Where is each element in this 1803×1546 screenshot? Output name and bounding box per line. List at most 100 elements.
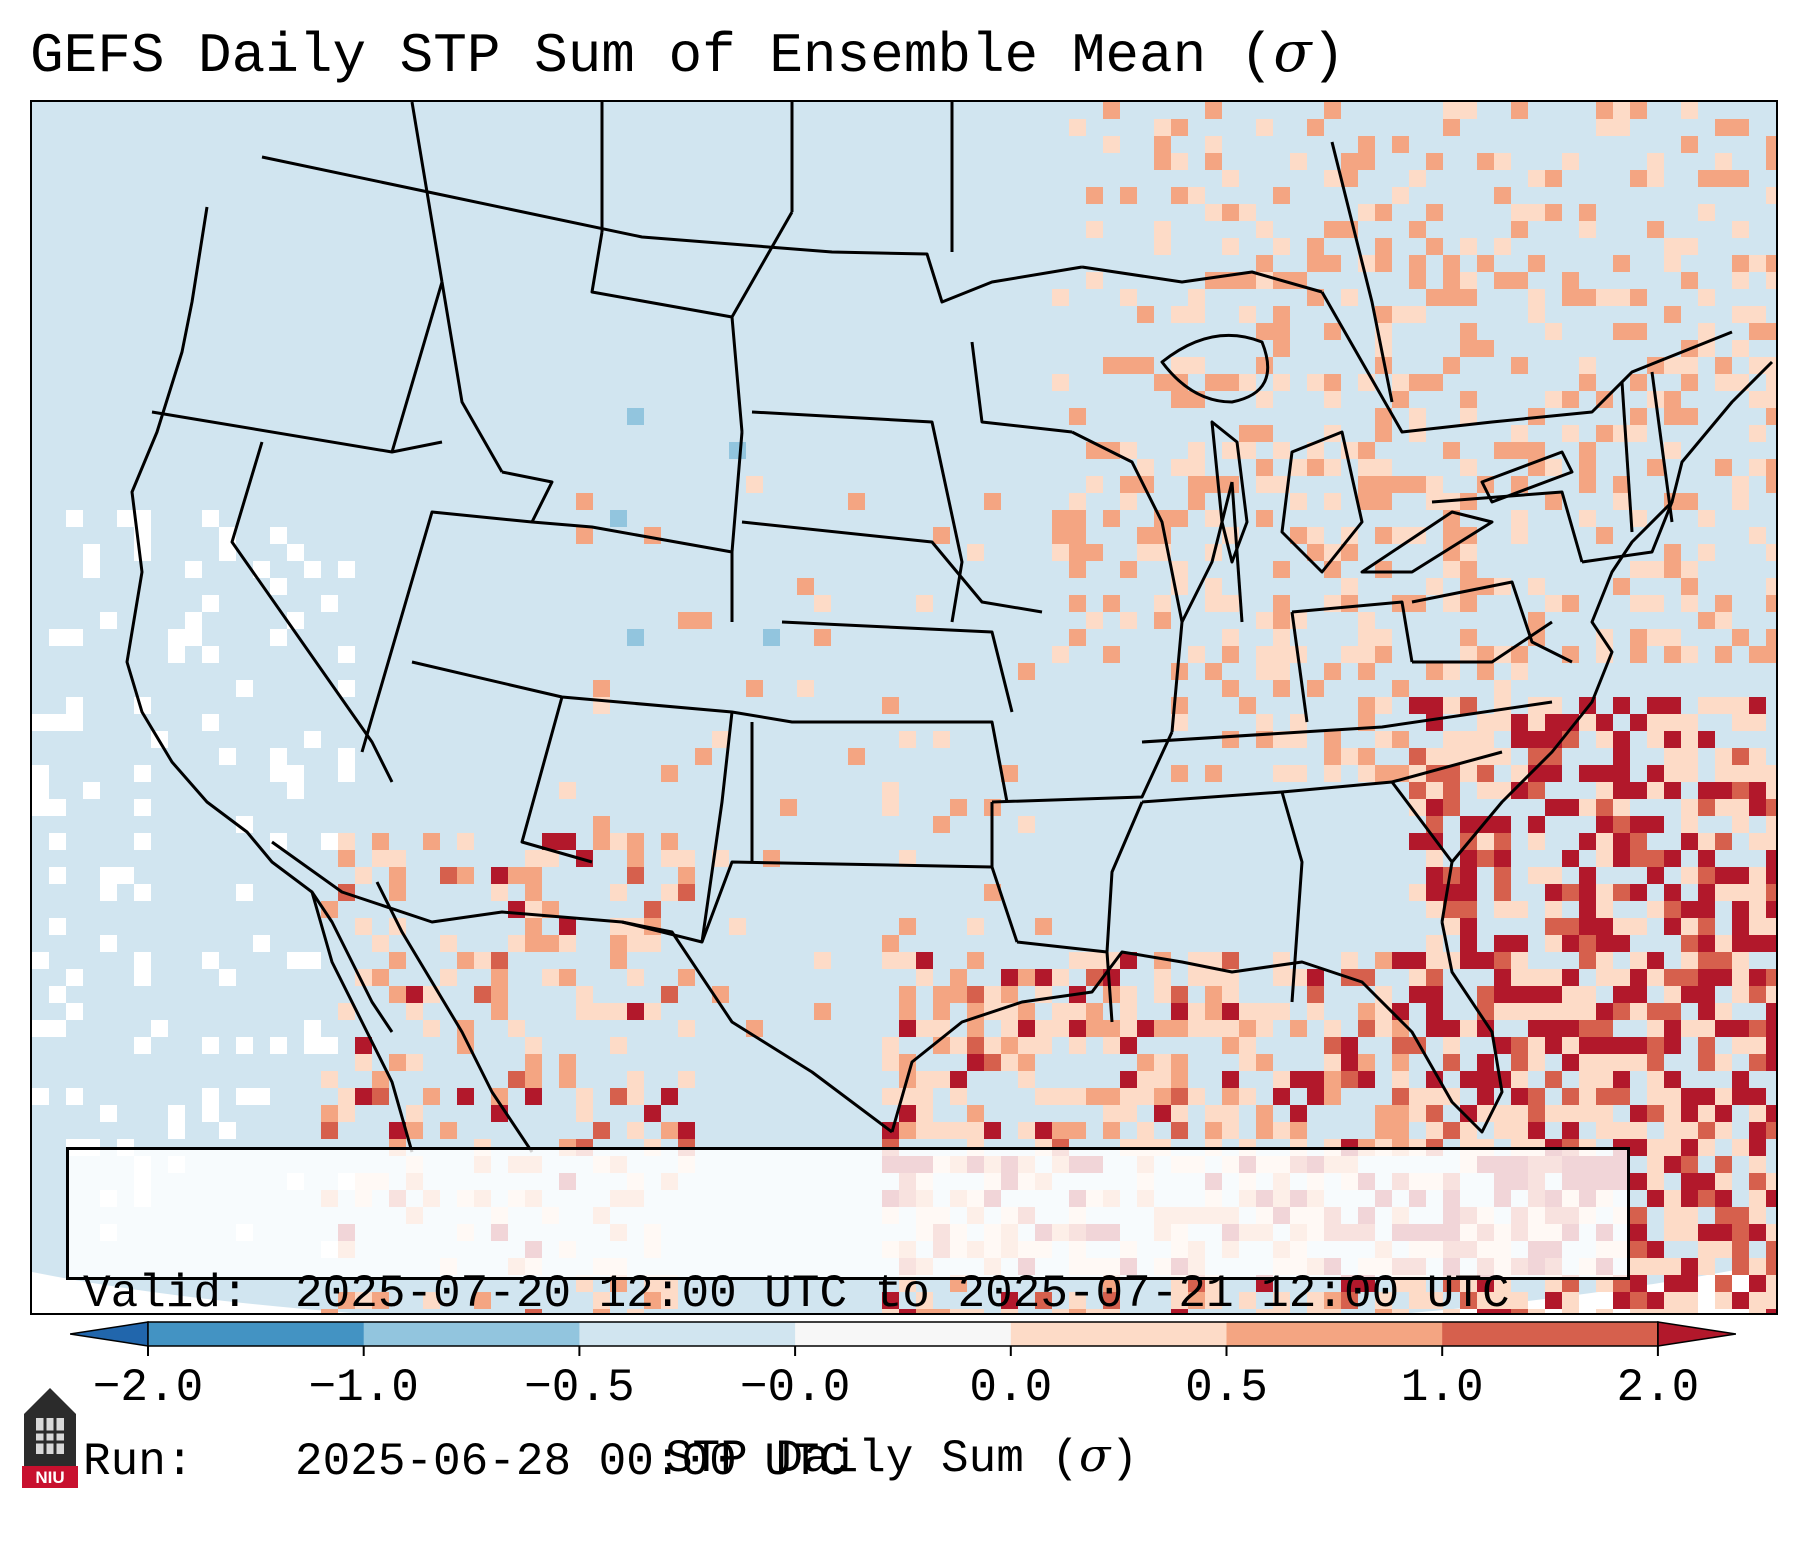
- anomaly-cell: [627, 935, 644, 952]
- colorbar-tick-label: 0.5: [1185, 1362, 1268, 1414]
- anomaly-cell: [236, 1037, 253, 1054]
- anomaly-cell: [729, 442, 746, 459]
- anomaly-cell: [1698, 935, 1715, 952]
- anomaly-cell: [1035, 969, 1052, 986]
- anomaly-cell: [1579, 1003, 1596, 1020]
- anomaly-cell: [1732, 340, 1749, 357]
- anomaly-cell: [1290, 1105, 1307, 1122]
- anomaly-cell: [1698, 510, 1715, 527]
- anomaly-cell: [1222, 952, 1239, 969]
- anomaly-cell: [559, 1071, 576, 1088]
- anomaly-cell: [1715, 1292, 1732, 1309]
- anomaly-cell: [1749, 459, 1766, 476]
- anomaly-cell: [1069, 493, 1086, 510]
- anomaly-cell: [1511, 1122, 1528, 1139]
- anomaly-cell: [1596, 119, 1613, 136]
- anomaly-cell: [950, 1309, 967, 1313]
- anomaly-cell: [1460, 408, 1477, 425]
- anomaly-cell: [1460, 765, 1477, 782]
- anomaly-cell: [1766, 459, 1776, 476]
- anomaly-cell: [202, 1037, 219, 1054]
- anomaly-cell: [1596, 527, 1613, 544]
- anomaly-cell: [338, 1292, 355, 1309]
- anomaly-cell: [1239, 697, 1256, 714]
- anomaly-cell: [1324, 1088, 1341, 1105]
- anomaly-cell: [1358, 442, 1375, 459]
- anomaly-cell: [508, 1071, 525, 1088]
- anomaly-cell: [1375, 1105, 1392, 1122]
- anomaly-cell: [1766, 1258, 1776, 1275]
- anomaly-cell: [1579, 1071, 1596, 1088]
- anomaly-cell: [1732, 493, 1749, 510]
- anomaly-cell: [1358, 697, 1375, 714]
- anomaly-cell: [1171, 357, 1188, 374]
- anomaly-cell: [1494, 1122, 1511, 1139]
- anomaly-cell: [1664, 1258, 1681, 1275]
- anomaly-cell: [1205, 952, 1222, 969]
- anomaly-cell: [1205, 595, 1222, 612]
- anomaly-cell: [49, 867, 66, 884]
- anomaly-cell: [1256, 612, 1273, 629]
- anomaly-cell: [1409, 1292, 1426, 1309]
- anomaly-cell: [882, 782, 899, 799]
- anomaly-cell: [1256, 391, 1273, 408]
- anomaly-cell: [1732, 748, 1749, 765]
- anomaly-cell: [1273, 187, 1290, 204]
- anomaly-cell: [1494, 187, 1511, 204]
- anomaly-cell: [1103, 595, 1120, 612]
- anomaly-cell: [1732, 1139, 1749, 1156]
- anomaly-cell: [1052, 510, 1069, 527]
- anomaly-cell: [1222, 170, 1239, 187]
- anomaly-cell: [644, 935, 661, 952]
- anomaly-cell: [1477, 833, 1494, 850]
- anomaly-cell: [950, 1088, 967, 1105]
- anomaly-cell: [1528, 833, 1545, 850]
- anomaly-cell: [1715, 833, 1732, 850]
- anomaly-cell: [916, 1122, 933, 1139]
- anomaly-cell: [1103, 1088, 1120, 1105]
- anomaly-cell: [1664, 1292, 1681, 1309]
- anomaly-cell: [1596, 1037, 1613, 1054]
- anomaly-cell: [1681, 867, 1698, 884]
- anomaly-cell: [1545, 697, 1562, 714]
- anomaly-cell: [1562, 1292, 1579, 1309]
- anomaly-cell: [1341, 1292, 1358, 1309]
- anomaly-cell: [984, 1122, 1001, 1139]
- anomaly-cell: [1460, 1292, 1477, 1309]
- anomaly-cell: [610, 1003, 627, 1020]
- anomaly-cell: [1222, 986, 1239, 1003]
- anomaly-cell: [1664, 442, 1681, 459]
- anomaly-cell: [372, 935, 389, 952]
- anomaly-cell: [1511, 1003, 1528, 1020]
- anomaly-cell: [1069, 595, 1086, 612]
- anomaly-cell: [1579, 357, 1596, 374]
- anomaly-cell: [1205, 374, 1222, 391]
- anomaly-cell: [899, 1105, 916, 1122]
- anomaly-cell: [1443, 782, 1460, 799]
- anomaly-cell: [1613, 799, 1630, 816]
- anomaly-cell: [338, 748, 355, 765]
- anomaly-cell: [1545, 748, 1562, 765]
- anomaly-cell: [338, 646, 355, 663]
- anomaly-cell: [576, 1003, 593, 1020]
- anomaly-cell: [797, 578, 814, 595]
- anomaly-cell: [1018, 969, 1035, 986]
- anomaly-cell: [1732, 255, 1749, 272]
- anomaly-cell: [457, 1088, 474, 1105]
- anomaly-cell: [1137, 1122, 1154, 1139]
- anomaly-cell: [1630, 850, 1647, 867]
- anomaly-cell: [253, 561, 270, 578]
- anomaly-cell: [1137, 459, 1154, 476]
- anomaly-cell: [1511, 731, 1528, 748]
- anomaly-cell: [1392, 187, 1409, 204]
- anomaly-cell: [1426, 867, 1443, 884]
- anomaly-cell: [32, 1020, 49, 1037]
- anomaly-cell: [253, 1088, 270, 1105]
- anomaly-cell: [1443, 357, 1460, 374]
- anomaly-cell: [1443, 102, 1460, 119]
- anomaly-cell: [1596, 969, 1613, 986]
- anomaly-cell: [1630, 1003, 1647, 1020]
- anomaly-cell: [1579, 884, 1596, 901]
- anomaly-cell: [1698, 731, 1715, 748]
- colorbar-outline: [147, 1321, 1659, 1347]
